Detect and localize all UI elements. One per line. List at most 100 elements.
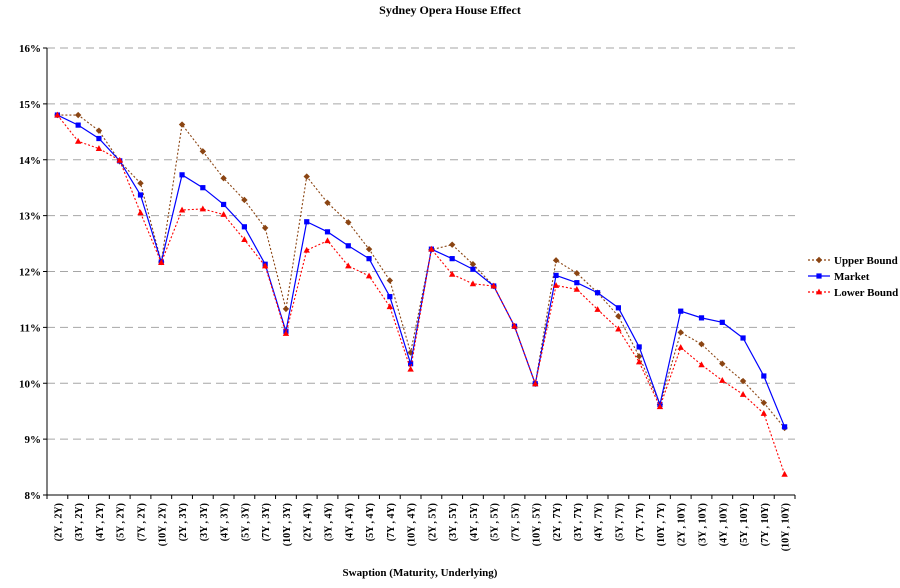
y-tick-label: 16% xyxy=(19,43,41,55)
x-tick-label: (10Y , 5Y) xyxy=(531,503,542,546)
x-tick-label: (3Y , 3Y) xyxy=(199,503,210,541)
x-tick-label: (7Y , 5Y) xyxy=(511,503,522,541)
x-tick-label: (5Y , 3Y) xyxy=(240,503,251,541)
legend-entry: Upper Bound xyxy=(808,255,898,267)
data-point xyxy=(615,325,622,332)
series-line xyxy=(57,114,786,428)
data-point xyxy=(574,280,580,286)
data-point xyxy=(615,313,622,320)
data-point xyxy=(365,272,373,279)
data-point xyxy=(345,262,352,269)
x-tick-label: (3Y , 2Y) xyxy=(74,503,85,541)
x-tick-label: (5Y , 5Y) xyxy=(490,503,501,541)
data-point xyxy=(635,353,643,360)
data-point xyxy=(282,330,290,336)
data-point xyxy=(698,340,705,348)
x-tick-label: (10Y , 3Y) xyxy=(282,503,293,546)
data-point xyxy=(553,272,559,279)
data-point xyxy=(116,156,123,163)
data-point xyxy=(345,243,351,249)
data-point xyxy=(552,282,560,288)
data-point xyxy=(137,180,144,187)
data-point xyxy=(448,270,456,277)
data-point xyxy=(469,280,477,287)
data-point xyxy=(552,257,560,264)
x-tick-label: (10Y , 7Y) xyxy=(656,503,667,546)
x-tick-label: (7Y , 10Y) xyxy=(760,503,771,546)
data-point xyxy=(386,277,394,284)
data-point xyxy=(760,399,768,407)
x-tick-label: (4Y , 4Y) xyxy=(344,503,355,541)
x-tick-label: (3Y , 5Y) xyxy=(448,503,459,541)
data-point xyxy=(636,344,642,350)
x-tick-label: (10Y , 2Y) xyxy=(157,503,168,546)
y-tick-label: 8% xyxy=(25,490,42,502)
data-point xyxy=(324,229,331,235)
data-point xyxy=(324,237,331,244)
data-point xyxy=(137,192,144,198)
data-point xyxy=(511,322,518,329)
data-point xyxy=(241,236,248,243)
x-tick-label: (4Y , 3Y) xyxy=(220,503,231,541)
x-tick-label: (2Y , 4Y) xyxy=(303,503,314,541)
data-point xyxy=(719,360,726,367)
data-point xyxy=(178,121,186,128)
x-tick-label: (2Y , 7Y) xyxy=(552,503,563,541)
data-point xyxy=(698,361,705,368)
data-point xyxy=(178,206,186,213)
data-point xyxy=(615,305,621,311)
data-point xyxy=(386,303,394,310)
data-point xyxy=(220,211,227,217)
data-point xyxy=(428,245,435,252)
x-tick-label: (5Y , 4Y) xyxy=(365,503,376,541)
legend: Upper Bound Market Lower Bound xyxy=(808,255,898,299)
data-point xyxy=(782,424,788,430)
data-point xyxy=(678,308,684,314)
legend-label: Market xyxy=(834,271,870,283)
data-point xyxy=(345,219,352,226)
data-point xyxy=(719,377,726,383)
data-point xyxy=(220,174,227,182)
x-tick-label: (2Y , 5Y) xyxy=(427,503,438,541)
data-point xyxy=(199,205,207,212)
x-tick-label: (3Y , 10Y) xyxy=(698,503,709,546)
data-point xyxy=(760,410,768,416)
grid xyxy=(47,47,795,440)
data-point xyxy=(199,148,207,155)
x-tick-label: (5Y , 7Y) xyxy=(614,503,625,541)
data-point xyxy=(95,145,103,151)
data-point xyxy=(407,365,414,372)
x-tick-label: (2Y , 2Y) xyxy=(53,503,64,541)
data-point xyxy=(158,259,165,265)
x-tick-label: (2Y , 3Y) xyxy=(178,503,189,541)
x-tick-label: (4Y , 2Y) xyxy=(95,503,106,541)
x-tick-label: (4Y , 7Y) xyxy=(594,503,605,541)
data-point xyxy=(261,262,269,269)
data-point xyxy=(303,246,310,253)
data-point xyxy=(656,403,664,410)
data-point xyxy=(324,199,331,206)
data-point xyxy=(449,256,455,262)
data-point xyxy=(490,282,497,289)
y-tick-label: 15% xyxy=(19,99,41,111)
data-point xyxy=(781,470,788,477)
data-point xyxy=(470,266,476,272)
data-point xyxy=(815,256,823,264)
data-point xyxy=(594,306,601,312)
x-tick-label: (3Y , 7Y) xyxy=(573,503,584,541)
data-point xyxy=(739,391,747,397)
series-line xyxy=(57,114,786,429)
data-point xyxy=(815,288,823,295)
y-tick-label: 13% xyxy=(19,211,41,223)
series-lower-bound xyxy=(54,111,788,477)
data-point xyxy=(573,269,581,277)
x-tick-label: (5Y , 2Y) xyxy=(116,503,127,541)
data-point xyxy=(635,358,643,365)
x-tick-label: (4Y , 5Y) xyxy=(469,503,480,541)
data-point xyxy=(241,196,248,204)
data-point xyxy=(532,380,539,387)
data-point xyxy=(304,219,310,225)
y-tick-label: 11% xyxy=(20,322,41,334)
data-point xyxy=(74,111,82,119)
